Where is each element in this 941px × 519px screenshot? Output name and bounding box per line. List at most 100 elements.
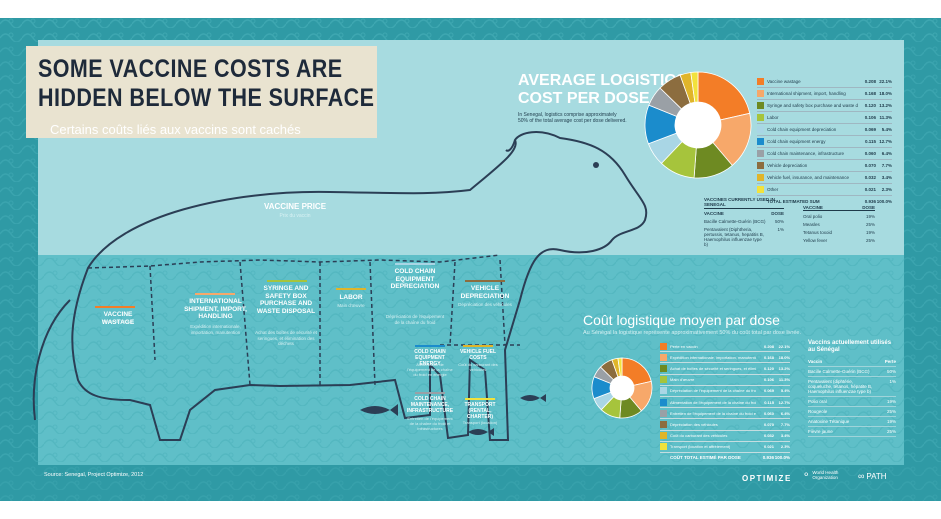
legend-value: 0.032 — [763, 433, 774, 439]
legend-value: 0.070 — [763, 421, 774, 427]
legend-value: 0.115 — [864, 139, 876, 144]
legend-percent: 11.3% — [879, 115, 892, 120]
legend-swatch — [757, 102, 764, 109]
legend-label: Main d'œuvre — [670, 377, 695, 383]
legend-item: Main d'œuvre 0.106 11.3% — [660, 375, 790, 386]
cce-energy-label: COLD CHAIN EQUIPMENT ENERGY — [414, 349, 446, 367]
french-donut-chart — [591, 357, 653, 419]
legend-total: TOTAL ESTIMATED SUM 0.936 100.0% — [757, 196, 892, 206]
table-row: Polio oral 19% — [808, 397, 896, 407]
legend-item: Vehicle fuel, insurance, and maintenance… — [757, 172, 892, 184]
legend-label: Vehicle depreciation — [767, 163, 808, 168]
total-label: TOTAL ESTIMATED SUM — [767, 198, 820, 204]
legend-percent: 3.4% — [881, 175, 892, 180]
total-value: 0.936 — [762, 455, 774, 461]
legend-percent: 3.4% — [780, 433, 790, 439]
donut-hole — [610, 376, 634, 400]
cce-energy-label-fr: Alimentation de l'équipement de la chaîn… — [407, 362, 453, 377]
path-swirl-icon: ∞ — [858, 471, 865, 481]
syringe-label: SYRINGE AND SAFETY BOX PURCHASE AND WAST… — [256, 285, 316, 315]
vaccine-price-label: VACCINE PRICE — [263, 202, 327, 211]
legend-swatch — [757, 90, 764, 97]
table-row: Bacille Calmette-Guérin (BCG) 50% — [704, 219, 784, 224]
cce-depreciation-color-bar — [395, 263, 435, 265]
vehicle-dep-label: VEHICLE DEPRECIATION — [460, 285, 510, 300]
legend-label: Cold chain equipment depreciation — [767, 127, 837, 132]
legend-percent: 2.3% — [881, 187, 892, 192]
legend-item: Entretien de l'équipement de la chaîne d… — [660, 408, 790, 420]
legend-value: 0.060 — [864, 151, 876, 156]
legend-swatch — [660, 443, 667, 451]
legend-value: 0.021 — [864, 187, 876, 192]
table-row: Fièvre jaune 25% — [808, 427, 896, 437]
french-vaccines-heading: Vaccins actuellement utilisés au Sénégal — [808, 340, 892, 353]
title-line-2: HIDDEN BELOW THE SURFACE — [38, 84, 375, 112]
legend-item: Cold chain maintenance, infrastructure 0.… — [757, 148, 892, 160]
french-panel-title: Coût logistique moyen par dose — [583, 312, 780, 328]
cc-maintenance-label-fr: Entretien de l'équipement de la chaîne d… — [407, 416, 453, 431]
legend-value: 0.021 — [763, 444, 774, 450]
total-value: 0.936 — [864, 198, 876, 204]
legend-label: Dépréciation des véhicules — [670, 421, 718, 427]
vaccine-col-header: VACCINE — [704, 211, 724, 216]
legend-swatch — [660, 342, 667, 350]
labor-label-fr: Main d'œuvre — [337, 303, 365, 308]
legend-swatch — [660, 376, 667, 384]
transport-color-bar — [465, 398, 495, 400]
dose-col-header: Perte — [884, 359, 896, 364]
legend-percent: 6.4% — [881, 151, 892, 156]
legend-value: 0.106 — [864, 115, 876, 120]
total-percent: 100.0% — [774, 455, 790, 461]
dose-col-header: DOSE — [862, 205, 875, 210]
legend-label: Other — [767, 187, 779, 192]
logistics-legend: Vaccine wastage 0.208 22.1% International s… — [757, 76, 892, 206]
cce-depreciation-label-fr: Dépréciation de l'équipement de la chaîn… — [385, 314, 445, 325]
legend-label: Coût du carburant des véhicules — [670, 433, 728, 439]
transport-label-fr: Transport (location) — [462, 420, 498, 425]
syringe-label-fr: Achat des boîtes de sécurité et seringue… — [255, 330, 317, 346]
legend-percent: 22.1% — [879, 79, 892, 84]
syringe-color-bar — [267, 280, 307, 282]
legend-item: Other 0.021 2.3% — [757, 184, 892, 196]
legend-swatch — [660, 432, 667, 440]
international-color-bar — [195, 293, 235, 295]
legend-value: 0.069 — [763, 388, 774, 394]
legend-percent: 7.7% — [780, 421, 790, 427]
vaccines-table-left: VACCINES CURRENTLY USED IN SENEGAL VACCI… — [704, 197, 784, 250]
page-subtitle-fr: Certains coûts liés aux vaccins sont cac… — [50, 122, 301, 137]
logistics-title-line-1: AVERAGE LOGISTICS — [518, 72, 687, 89]
legend-item: Achat de boîtes de sécurité et seringues… — [660, 363, 790, 375]
vaccines-table-right: VACCINE DOSE Oral polio 19% Measles 25% Te… — [803, 205, 875, 246]
legend-label: Cold chain equipment energy — [767, 139, 826, 144]
legend-swatch — [660, 353, 667, 361]
logistics-title-line-2: COST PER DOSE — [518, 90, 650, 107]
legend-item: International shipment, import, handling… — [757, 88, 892, 100]
legend-value: 0.115 — [764, 399, 774, 405]
vaccine-col-header: VACCINE — [803, 205, 823, 210]
legend-item: Coût du carburant des véhicules 0.032 3.4% — [660, 431, 790, 442]
vaccine-price-label-fr: Prix du vaccin — [279, 213, 311, 219]
vehicle-fuel-color-bar — [463, 345, 493, 347]
legend-value: 0.070 — [864, 163, 876, 168]
who-logo: ⚬ World Health Organization — [802, 470, 838, 480]
legend-label: Vehicle fuel, insurance, and maintenance — [767, 175, 850, 180]
donut-hole — [675, 102, 721, 148]
globe-icon: ⚬ — [802, 469, 811, 481]
logistics-panel-subtitle: In Senegal, logistics comprise approxima… — [518, 112, 627, 124]
legend-swatch — [660, 420, 667, 428]
legend-percent: 12.7% — [778, 399, 790, 405]
legend-label: Cold chain maintenance, infrastructure — [767, 151, 845, 156]
legend-value: 0.120 — [864, 103, 876, 108]
optimize-logo: OPTIMIZE — [742, 474, 792, 483]
legend-label: Expédition internationale, importation, … — [670, 354, 756, 360]
legend-percent: 5.4% — [881, 127, 892, 132]
legend-swatch — [757, 162, 764, 169]
table-row: Oral polio 19% — [803, 214, 875, 219]
vaccine-col-header: Vaccin — [808, 359, 823, 364]
legend-value: 0.168 — [763, 354, 774, 360]
labor-color-bar — [336, 288, 366, 290]
path-logo: ∞ PATH — [858, 471, 887, 481]
labor-label: LABOR — [339, 294, 363, 301]
